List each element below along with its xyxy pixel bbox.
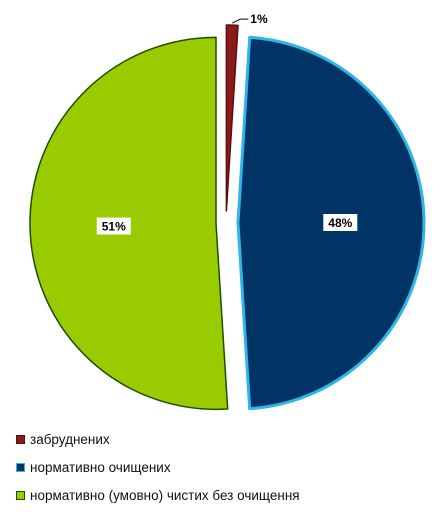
data-label-bg-normatyvno-ochyshchenykh bbox=[323, 214, 358, 231]
legend-item-normatyvno-ochyshchenykh: нормативно очищених bbox=[16, 456, 300, 478]
pie-chart: 1% 48% 51% bbox=[29, 12, 426, 411]
legend-item-zabrudnenykh: забруднених bbox=[16, 428, 300, 450]
legend-label-zabrudnenykh: забруднених bbox=[30, 431, 110, 447]
legend-swatch-chystykh-bez-ochyshchennia bbox=[16, 490, 25, 500]
legend-swatch-zabrudnenykh bbox=[16, 434, 25, 444]
legend-label-normatyvno-ochyshchenykh: нормативно очищених bbox=[30, 459, 171, 475]
data-label-chystykh-bez-ochyshchennia: 51% bbox=[96, 217, 131, 235]
legend-swatch-normatyvno-ochyshchenykh bbox=[16, 462, 25, 472]
data-label-bg-chystykh-bez-ochyshchennia bbox=[96, 217, 131, 235]
legend: забруднених нормативно очищених норматив… bbox=[16, 428, 300, 512]
data-label-text-normatyvno-ochyshchenykh: 48% bbox=[328, 216, 352, 230]
data-label-text-chystykh-bez-ochyshchennia: 51% bbox=[102, 220, 126, 234]
legend-item-chystykh-bez-ochyshchennia: нормативно (умовно) чистих без очищення bbox=[16, 484, 300, 506]
pie-slice-zabrudnenykh bbox=[225, 24, 239, 212]
data-label-normatyvno-ochyshchenykh: 48% bbox=[323, 214, 358, 231]
leader-line-zabrudnenykh bbox=[232, 18, 249, 24]
legend-label-chystykh-bez-ochyshchennia: нормативно (умовно) чистих без очищення bbox=[30, 487, 300, 503]
data-label-zabrudnenykh: 1% bbox=[250, 12, 268, 26]
